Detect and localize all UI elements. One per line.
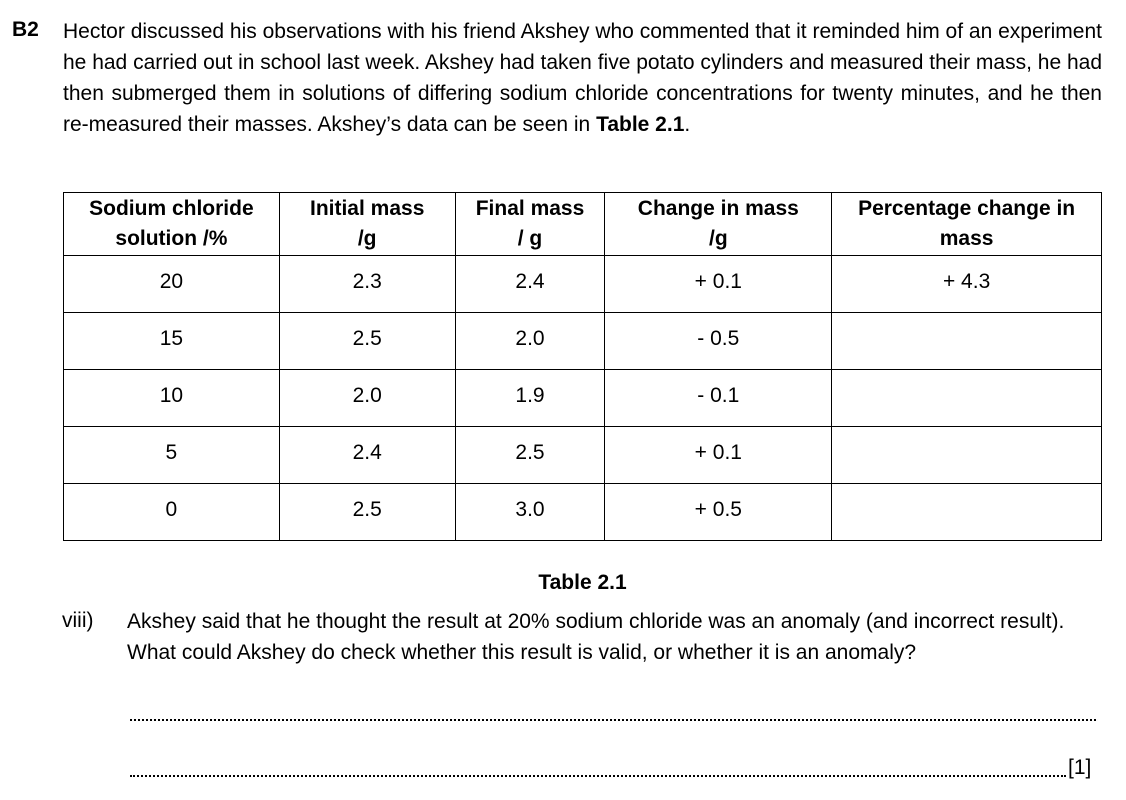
header-final-mass: Final mass / g [454,192,606,256]
table-caption: Table 2.1 [538,571,627,594]
cell-initial-mass: 2.5 [278,483,456,541]
answer-line-2[interactable] [130,775,1066,777]
question-number: B2 [12,18,39,41]
subquestion-number: viii) [62,609,94,632]
cell-concentration: 0 [63,483,280,541]
cell-final-mass: 2.5 [454,426,606,484]
cell-final-mass: 3.0 [454,483,606,541]
header-percentage-change: Percentage change in mass [831,192,1102,256]
answer-line-1[interactable] [130,719,1096,721]
data-table: Sodium chloride solution /% Initial mass /… [63,192,1102,541]
intro-text: Hector discussed his observations with h… [63,20,1102,136]
cell-initial-mass: 2.3 [278,255,456,313]
cell-initial-mass: 2.5 [278,312,456,370]
table-row: 15 2.5 2.0 - 0.5 [63,312,1102,370]
cell-percentage-change[interactable] [831,483,1102,541]
header-initial-mass: Initial mass/g [278,192,456,256]
cell-percentage-change[interactable] [831,369,1102,427]
table-row: 0 2.5 3.0 + 0.5 [63,483,1102,541]
cell-concentration: 20 [63,255,280,313]
cell-final-mass: 1.9 [454,369,606,427]
cell-concentration: 10 [63,369,280,427]
table-header-row: Sodium chloride solution /% Initial mass /… [63,192,1102,256]
table-row: 10 2.0 1.9 - 0.1 [63,369,1102,427]
table-row: 20 2.3 2.4 + 0.1 + 4.3 [63,255,1102,313]
cell-change-in-mass: + 0.1 [604,255,833,313]
cell-concentration: 15 [63,312,280,370]
cell-change-in-mass: - 0.5 [604,312,833,370]
intro-table-ref: Table 2.1 [596,113,685,136]
cell-percentage-change: + 4.3 [831,255,1102,313]
cell-concentration: 5 [63,426,280,484]
cell-change-in-mass: + 0.1 [604,426,833,484]
cell-change-in-mass: + 0.5 [604,483,833,541]
marks-label: [1] [1068,756,1092,779]
intro-end: . [684,113,691,136]
header-sodium-chloride: Sodium chloride solution /% [63,192,280,256]
subquestion-text: Akshey said that he thought the result a… [127,610,1065,664]
cell-initial-mass: 2.0 [278,369,456,427]
cell-final-mass: 2.4 [454,255,606,313]
cell-percentage-change[interactable] [831,426,1102,484]
cell-initial-mass: 2.4 [278,426,456,484]
question-intro: Hector discussed his observations with h… [63,16,1102,140]
cell-final-mass: 2.0 [454,312,606,370]
cell-percentage-change[interactable] [831,312,1102,370]
table-row: 5 2.4 2.5 + 0.1 [63,426,1102,484]
cell-change-in-mass: - 0.1 [604,369,833,427]
header-change-in-mass: Change in mass/g [604,192,833,256]
